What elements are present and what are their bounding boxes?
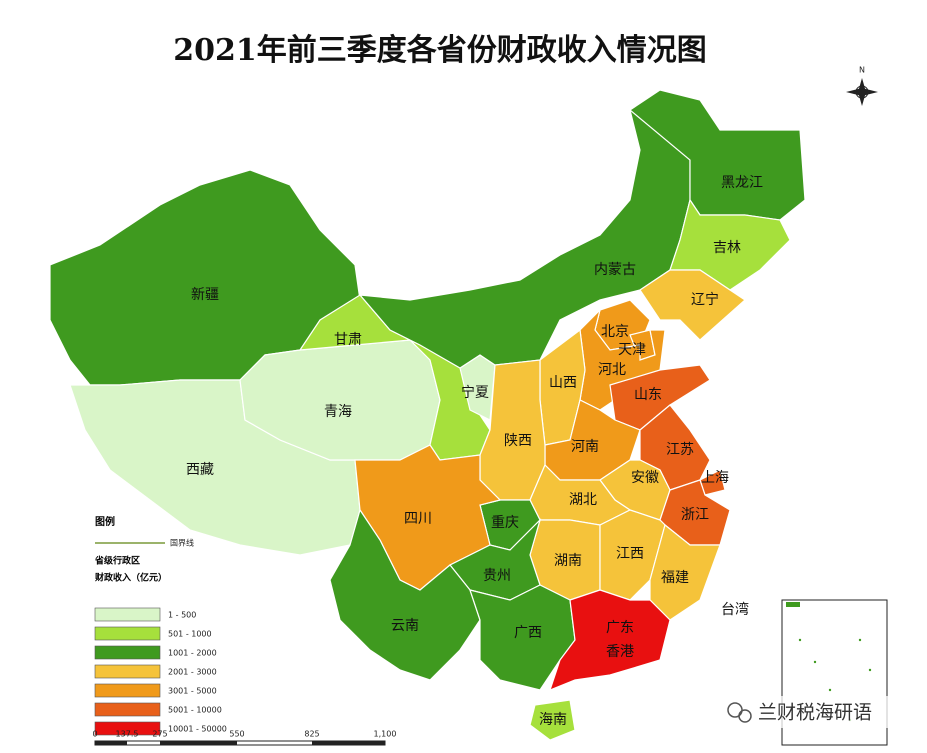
scale-label: 550 [229,730,244,739]
place-label: 香港 [606,644,634,660]
scale-bar: 0 137.5 275 550 825 1,100 [92,730,396,746]
province-label: 辽宁 [691,291,719,308]
province-label: 甘肃 [334,332,362,348]
province-label: 山东 [634,387,662,403]
legend-border-label: 国界线 [170,538,194,548]
province-label: 河南 [571,439,599,455]
legend-swatch [94,702,161,717]
legend-swatch [94,626,161,641]
legend-subtitle: 省级行政区 [94,555,140,567]
province-label: 重庆 [491,515,519,531]
legend-label: 501 - 1000 [168,630,212,639]
province-label: 云南 [391,618,419,634]
province-label: 浙江 [681,507,709,523]
province-label: 内蒙古 [594,262,636,278]
legend-swatch [94,664,161,679]
legend-label: 2001 - 3000 [168,668,217,677]
legend-swatch [94,721,161,736]
province-label: 新疆 [191,287,219,303]
province-label: 河北 [598,362,626,378]
province-label: 西藏 [186,462,214,478]
province-label: 海南 [539,712,567,728]
legend-swatch [94,607,161,622]
province-label: 宁夏 [461,384,489,401]
province-label: 天津 [618,342,646,358]
province-region [549,589,671,692]
scale-label: 825 [304,730,319,739]
compass-north: N [859,66,865,75]
province-region [649,523,721,621]
province-label: 青海 [324,404,352,420]
province-label: 台湾 [721,601,749,618]
province-label: 山西 [549,375,577,391]
province-label: 四川 [404,511,432,527]
province-label: 北京 [601,324,629,340]
legend-label: 5001 - 10000 [168,706,222,715]
province-region [734,574,756,642]
scale-label: 137.5 [116,730,139,739]
watermark-text: 兰财税海研语 [758,702,872,724]
province-label: 贵州 [483,568,511,584]
province-label: 黑龙江 [721,175,763,191]
province-label: 湖南 [554,553,582,569]
legend-label: 1001 - 2000 [168,649,217,658]
province-label: 广西 [514,625,542,641]
province-label: 安徽 [631,470,659,486]
scale-label: 0 [92,730,97,739]
province-label: 上海 [701,470,729,486]
regions [49,89,806,741]
province-label: 江苏 [666,442,694,458]
province-region [529,699,576,741]
legend-label: 10001 - 50000 [168,725,227,734]
scale-label: 275 [152,730,167,739]
province-label: 陕西 [504,433,532,449]
province-label: 福建 [661,570,689,586]
legend-title: 图例 [95,515,115,528]
compass: N [846,66,878,106]
legend-label: 3001 - 5000 [168,687,217,696]
province-label: 吉林 [713,240,741,256]
watermark: 兰财税海研语 [718,696,898,728]
legend-swatch [94,683,161,698]
legend-swatch [94,645,161,660]
map-title: 2021年前三季度各省份财政收入情况图 [173,33,707,68]
scale-label: 1,100 [374,730,397,739]
province-label: 湖北 [569,492,597,508]
legend-label: 1 - 500 [168,611,196,620]
province-label: 江西 [616,546,644,562]
legend-unit: 财政收入（亿元） [94,572,167,584]
legend: 图例 国界线 省级行政区 财政收入（亿元） 1 - 500 501 - 1000 1… [94,515,227,736]
province-region [639,269,746,341]
province-label: 广东 [606,620,634,636]
